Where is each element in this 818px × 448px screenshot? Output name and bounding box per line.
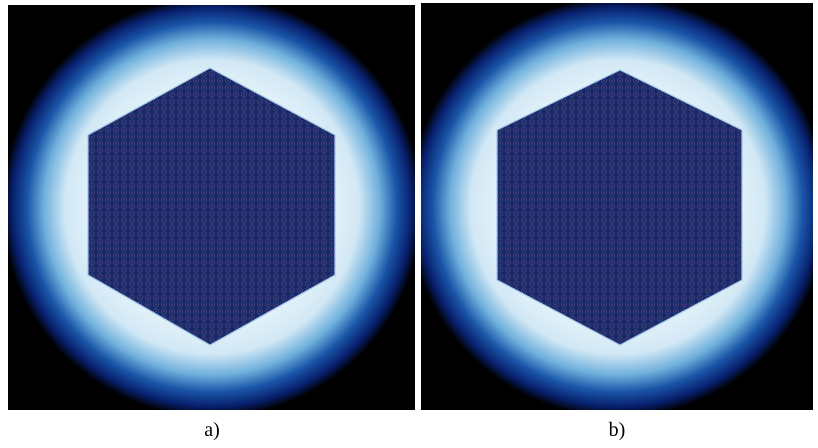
panel-label: b) bbox=[609, 419, 626, 441]
panel-b: b) bbox=[408, 0, 818, 441]
figure: a) b) bbox=[0, 0, 818, 448]
panel-a: a) bbox=[2, 0, 422, 441]
page: a) b) (() => { const data = JSON.parse(d… bbox=[0, 0, 818, 448]
panel-label: a) bbox=[204, 419, 220, 441]
